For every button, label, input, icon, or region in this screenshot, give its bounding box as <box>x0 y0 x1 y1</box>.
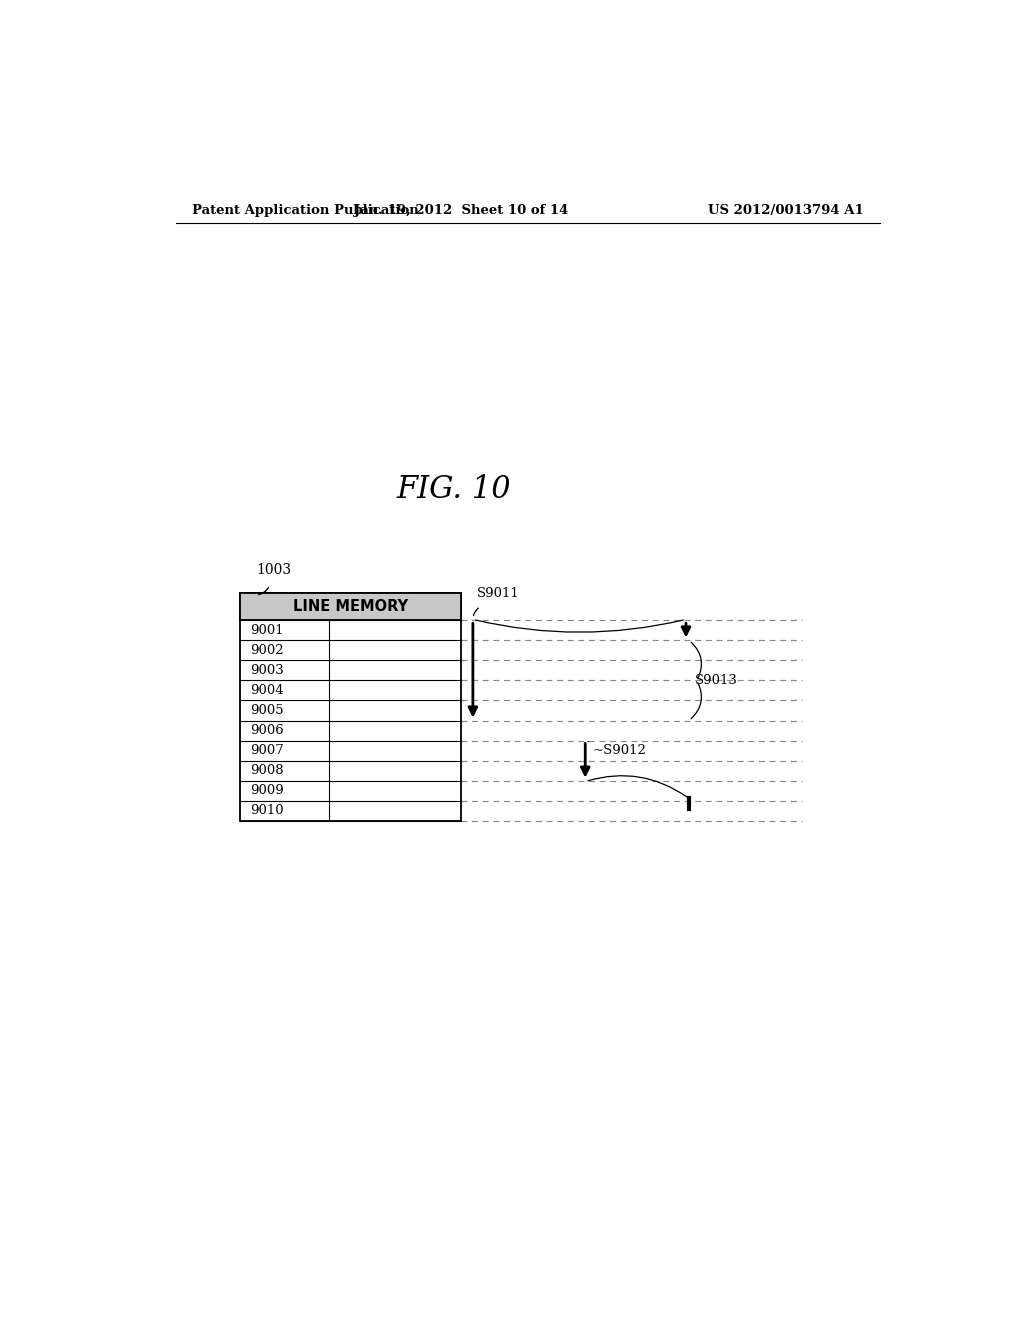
Text: 9002: 9002 <box>250 644 284 657</box>
Bar <box>241 594 461 620</box>
FancyArrowPatch shape <box>473 609 478 615</box>
Text: 9003: 9003 <box>250 664 284 677</box>
Text: 9006: 9006 <box>250 723 284 737</box>
Text: Patent Application Publication: Patent Application Publication <box>191 205 418 218</box>
FancyArrowPatch shape <box>259 587 268 594</box>
Text: Jan. 19, 2012  Sheet 10 of 14: Jan. 19, 2012 Sheet 10 of 14 <box>354 205 568 218</box>
FancyArrowPatch shape <box>691 643 701 678</box>
FancyArrowPatch shape <box>475 620 683 632</box>
Text: S9011: S9011 <box>477 587 519 601</box>
Text: ~S9012: ~S9012 <box>593 744 647 758</box>
Text: FIG. 10: FIG. 10 <box>396 474 511 506</box>
Text: LINE MEMORY: LINE MEMORY <box>293 599 409 614</box>
Text: S9013: S9013 <box>695 675 738 686</box>
Text: 9008: 9008 <box>250 764 284 777</box>
FancyArrowPatch shape <box>588 776 687 797</box>
Text: 9009: 9009 <box>250 784 284 797</box>
Text: 9007: 9007 <box>250 744 284 758</box>
Text: 1003: 1003 <box>256 562 291 577</box>
Text: 9005: 9005 <box>250 704 284 717</box>
Text: 9004: 9004 <box>250 684 284 697</box>
Text: US 2012/0013794 A1: US 2012/0013794 A1 <box>709 205 864 218</box>
Text: 9001: 9001 <box>250 624 284 638</box>
Text: 9010: 9010 <box>250 804 284 817</box>
Bar <box>241 594 461 821</box>
FancyArrowPatch shape <box>691 682 701 718</box>
